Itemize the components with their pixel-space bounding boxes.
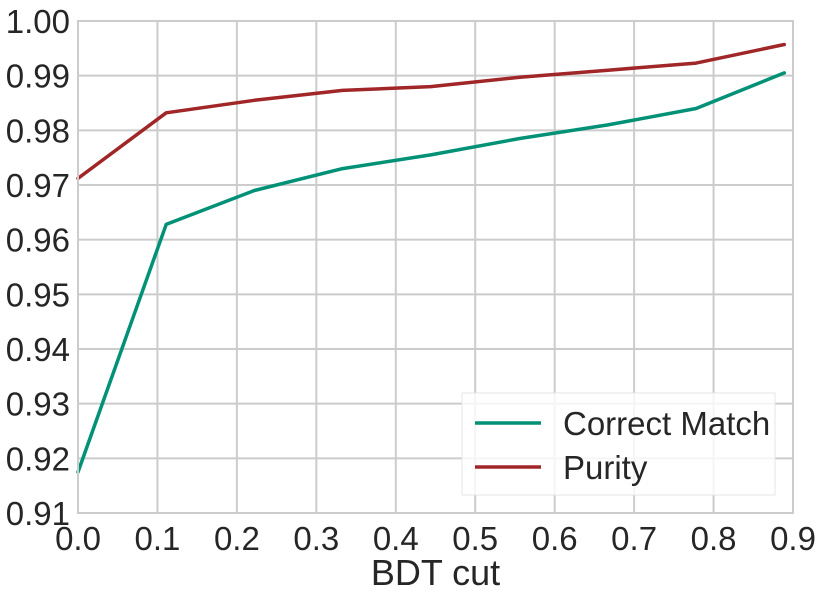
legend: Correct Match Purity [461,392,776,496]
y-tick-label: 1.00 [6,3,70,40]
legend-label-correct-match: Correct Match [563,405,770,442]
x-tick-label: 0.5 [452,520,498,557]
x-tick-label: 0.8 [691,520,737,557]
series-layer [76,42,787,474]
y-tick-label: 0.94 [6,331,70,368]
legend-box [461,392,776,496]
x-tick-labels: 0.0 0.1 0.2 0.3 0.4 0.5 0.6 0.7 0.8 0.9 [55,520,816,557]
y-tick-label: 0.99 [6,58,70,95]
x-tick-label: 0.1 [135,520,181,557]
x-tick-label: 0.3 [293,520,339,557]
y-tick-label: 0.92 [6,440,70,477]
y-tick-label: 0.97 [6,167,70,204]
y-tick-labels: 0.91 0.92 0.93 0.94 0.95 0.96 0.97 0.98 0.99 1.00 [6,3,70,532]
y-tick-label: 0.91 [6,495,70,532]
y-tick-label: 0.93 [6,386,70,423]
y-tick-label: 0.98 [6,112,70,149]
legend-label-purity: Purity [563,449,648,486]
x-tick-label: 0.2 [214,520,260,557]
series-line-correct-match [76,71,787,474]
plot-frame [77,20,794,514]
series-line-purity [76,42,787,181]
x-tick-label: 0.6 [532,520,578,557]
x-tick-label: 0.9 [770,520,816,557]
x-tick-label: 0.7 [611,520,657,557]
y-tick-label: 0.95 [6,276,70,313]
y-tick-label: 0.96 [6,222,70,259]
x-tick-label: 0.4 [373,520,419,557]
x-tick-label: 0.0 [55,520,101,557]
x-axis-title: BDT cut [371,552,500,593]
